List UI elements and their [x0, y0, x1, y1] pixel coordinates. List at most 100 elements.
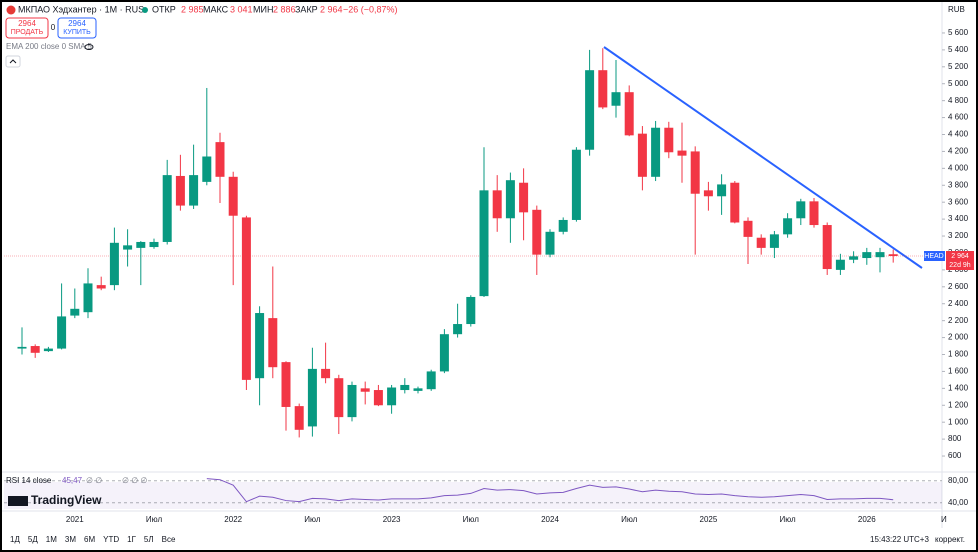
- range-button[interactable]: 5Д: [28, 535, 38, 544]
- candle-body: [809, 201, 819, 226]
- range-button[interactable]: 6М: [84, 535, 95, 544]
- collapse-button[interactable]: [5, 55, 21, 68]
- rsi-pane: 80,00 40,00: [4, 476, 969, 507]
- candle-body: [664, 127, 674, 153]
- rsi-band: [4, 482, 942, 509]
- candle-body: [321, 368, 331, 379]
- rsi-extras: ∅ ∅: [86, 476, 102, 485]
- candle-body: [743, 220, 753, 237]
- eye-icon[interactable]: [84, 44, 94, 50]
- range-button[interactable]: Все: [162, 535, 176, 544]
- price-pane: 600 800 1 000 1 200 1 400 1 600 1 800 2 000 2 20…: [4, 28, 969, 524]
- x-tick-label: Июл: [146, 515, 163, 524]
- tag-symbol: HEAD: [924, 253, 943, 260]
- tag-price: 2 964: [951, 253, 969, 260]
- range-button[interactable]: 3М: [65, 535, 76, 544]
- y-tick-label: 3 600: [948, 197, 969, 206]
- candle-body: [268, 318, 278, 368]
- toolbar: 1Д 5Д 1М 3М 6М YTD 1Г 5Л Все: [10, 535, 176, 544]
- x-tick-label: 2025: [700, 515, 718, 524]
- candle-body: [334, 378, 344, 418]
- low: 2 886: [273, 4, 296, 14]
- candle-body: [783, 218, 793, 235]
- candle-body: [360, 388, 370, 392]
- x-tick-label: 2024: [541, 515, 559, 524]
- candle-body: [598, 70, 608, 108]
- candle-body: [30, 346, 40, 353]
- y-tick-label: 4 600: [948, 113, 969, 122]
- tag-symbol-box: [924, 251, 945, 261]
- high: 3 041: [230, 4, 253, 14]
- candle-body: [347, 384, 357, 418]
- candle-body: [519, 182, 529, 213]
- high-label: МАКС: [203, 4, 229, 14]
- candle-body: [373, 390, 383, 406]
- candle-body: [875, 252, 885, 258]
- candle-body: [849, 256, 859, 260]
- x-tick-label: 2023: [383, 515, 401, 524]
- candle-body: [215, 142, 225, 177]
- y-tick-label: 4 800: [948, 96, 969, 105]
- candle-body: [281, 362, 291, 407]
- y-tick-label: 5 000: [948, 79, 969, 88]
- range-button[interactable]: 1Г: [127, 535, 136, 544]
- candle-body: [769, 234, 779, 248]
- buy-button[interactable]: [57, 17, 97, 39]
- currency: RUB: [948, 5, 965, 14]
- sell-button[interactable]: [5, 17, 49, 39]
- y-tick-label: 5 600: [948, 28, 969, 37]
- logo-icon: [8, 496, 28, 506]
- candle-body: [822, 225, 832, 270]
- candle-body: [479, 190, 489, 297]
- symbol: МКПАО Хэдхантер · 1М · RUS: [18, 4, 144, 14]
- x-tick-label: 2021: [66, 515, 84, 524]
- range-button[interactable]: 1Д: [10, 535, 20, 544]
- sell-price: 2964: [18, 19, 36, 28]
- close: 2 964: [320, 4, 343, 14]
- candle-body: [453, 324, 463, 335]
- candle-body: [96, 285, 106, 289]
- candle-body: [717, 184, 727, 197]
- rsi-extras-2: ∅ ∅ ∅: [122, 476, 147, 485]
- sell-text: ПРОДАТЬ: [11, 29, 44, 36]
- candle-body: [585, 70, 595, 150]
- y-tick-label: 1 400: [948, 383, 969, 392]
- candle-body: [83, 283, 93, 313]
- y-tick-label: 3 200: [948, 231, 969, 240]
- candle-body: [756, 237, 766, 248]
- open: 2 985: [181, 4, 204, 14]
- x-tick-label: 2026: [858, 515, 876, 524]
- rsi-title: RSI 14 close: [6, 476, 52, 485]
- candle-body: [57, 316, 67, 349]
- y-tick-label: 4 400: [948, 130, 969, 139]
- open-label: ОТКР: [152, 4, 176, 14]
- y-tick-label: 3 800: [948, 180, 969, 189]
- x-tick-label: Июл: [779, 515, 796, 524]
- range-button[interactable]: 5Л: [144, 535, 154, 544]
- candle-body: [70, 308, 80, 316]
- rsi-tick-label: 40,00: [948, 498, 969, 507]
- candle-body: [202, 156, 212, 182]
- candle-body: [228, 176, 238, 216]
- y-tick-label: 4 000: [948, 163, 969, 172]
- candle-body: [545, 231, 555, 255]
- candle-body: [307, 368, 317, 427]
- y-tick-label: 2 200: [948, 316, 969, 325]
- x-tick-label: Июл: [463, 515, 480, 524]
- candle-body: [835, 259, 845, 270]
- rsi-tick-label: 80,00: [948, 476, 969, 485]
- candle-body: [17, 346, 27, 349]
- x-axis-tail: И: [941, 515, 947, 524]
- x-tick-label: 2022: [224, 515, 242, 524]
- tag-price-box: [946, 251, 974, 270]
- y-tick-label: 1 800: [948, 350, 969, 359]
- range-button[interactable]: YTD: [103, 535, 119, 544]
- candle-body: [175, 175, 185, 206]
- adjust[interactable]: коррект.: [935, 535, 965, 544]
- candle-body: [690, 151, 700, 194]
- range-button[interactable]: 1М: [46, 535, 57, 544]
- candle-body: [532, 209, 542, 255]
